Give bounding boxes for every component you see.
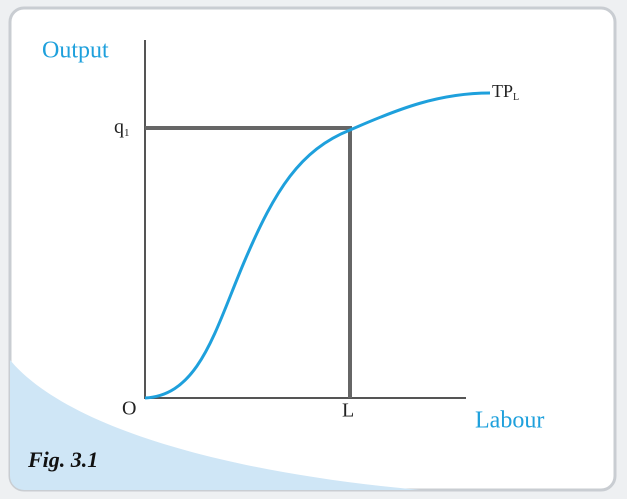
tp-curve: [144, 91, 491, 400]
corner-wedge: [10, 360, 420, 490]
origin-label: O: [122, 398, 136, 420]
x-axis-label: Labour: [475, 408, 544, 434]
q-label: q1: [114, 116, 130, 139]
curve-label: TPL: [492, 81, 519, 103]
caption: Fig. 3.1: [27, 447, 98, 472]
q-sub: 1: [124, 127, 130, 139]
y-axis-label: Output: [42, 38, 109, 64]
curve-label-sub: L: [513, 92, 519, 103]
curve-label-main: TP: [492, 81, 513, 101]
q-main: q: [114, 116, 124, 138]
l-label: L: [342, 400, 354, 422]
